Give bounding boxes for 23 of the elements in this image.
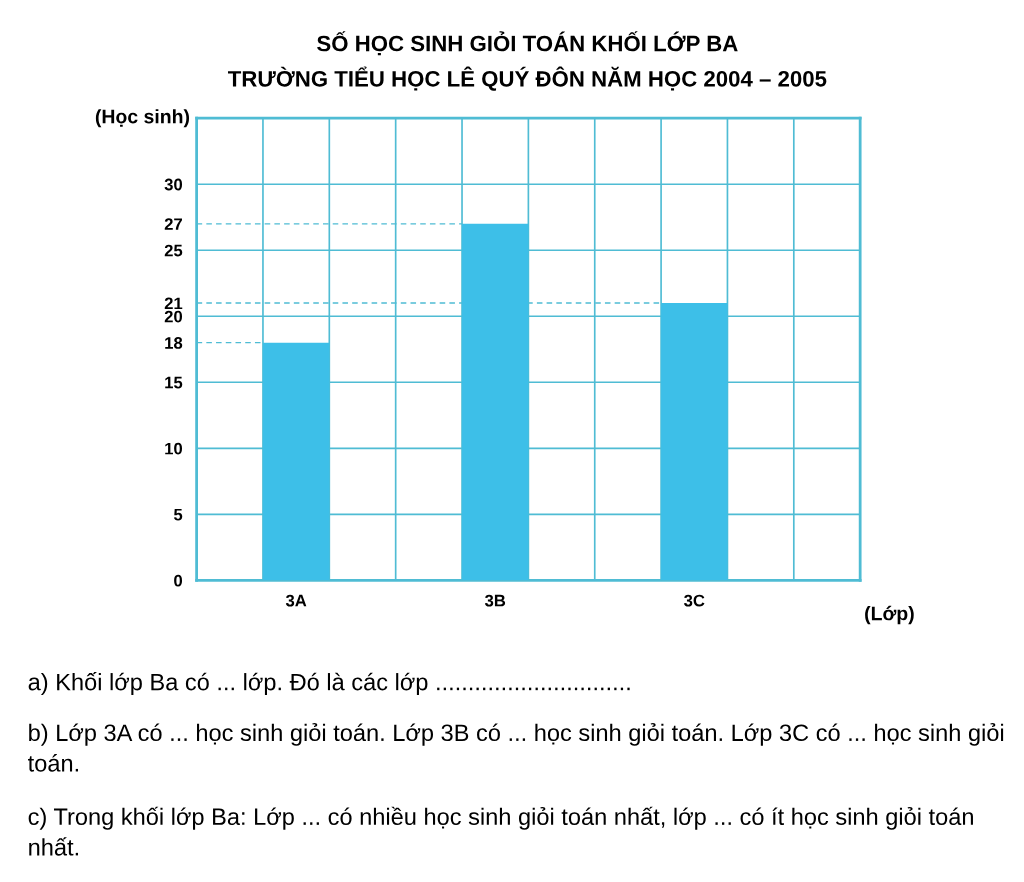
y-tick-label: 15 (165, 376, 183, 389)
y-tick-label: 5 (173, 508, 183, 521)
y-tick-label: 10 (165, 442, 183, 455)
x-tick-label: 3B (484, 594, 506, 607)
x-tick-label: 3A (285, 594, 307, 607)
y-axis-title: (Học sinh) (95, 109, 190, 128)
x-tick-label: 3C (684, 594, 705, 607)
chart-subtitle: TRƯỜNG TIỂU HỌC LÊ QUÝ ĐÔN NĂM HỌC 2004 – 2005 (228, 66, 827, 91)
y-tick-label: 21 (164, 297, 183, 310)
text: b) Lớp 3A có ... học sinh giỏi toán. Lớp 3B có ... học sinh giỏi toán. Lớp 3C có ... học sinh giỏi toán. (28, 723, 1004, 772)
x-axis-title: (Lớp) (865, 605, 914, 625)
y-tick-label: 0 (174, 574, 183, 587)
bar (262, 342, 330, 581)
bar (462, 223, 529, 581)
text: c) Trong khối lớp Ba: Lớp ... có nhiều học sinh giỏi toán nhất, lớp ... có ít học sinh giỏi toán nhất. (28, 806, 973, 856)
y-tick-label: 25 (164, 244, 183, 257)
text: a) Khối lớp Ba có ... lớp. Đó là các lớp .............................. (28, 672, 630, 696)
y-tick-label: 27 (164, 218, 182, 230)
y-tick-label: 20 (164, 310, 183, 323)
chart-title: SỐ HỌC SINH GIỎI TOÁN KHỐI LỚP BA (317, 31, 738, 56)
y-tick-label: 18 (165, 337, 183, 349)
bar (661, 303, 728, 581)
y-tick-label: 30 (164, 178, 183, 191)
